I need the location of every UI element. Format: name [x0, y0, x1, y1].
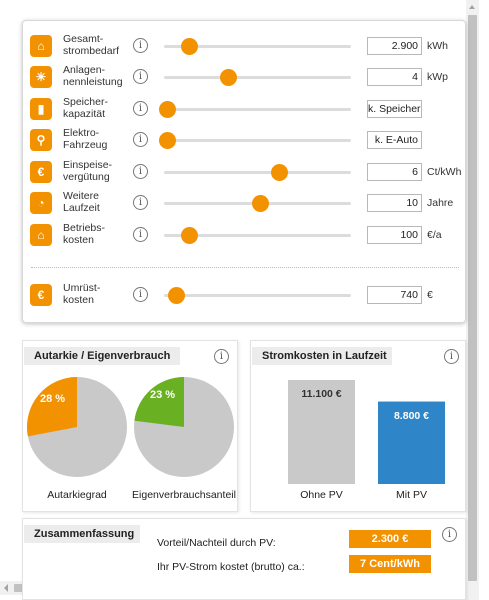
anlagennennleistung-unit: kWp: [427, 71, 448, 83]
elektrofahrzeug-info-icon[interactable]: i: [133, 132, 148, 147]
betriebskosten-slider[interactable]: [164, 227, 351, 244]
betriebskosten-slider-handle[interactable]: [180, 227, 198, 244]
elektrofahrzeug-input[interactable]: k. E-Auto: [367, 131, 422, 149]
euro-icon: €: [30, 284, 52, 306]
row-elektrofahrzeug: ⚲ Elektro- Fahrzeug i k. E-Auto: [23, 127, 467, 157]
autarkie-card: Autarkie / Eigenverbrauch i 28 % 23 % Au…: [22, 340, 238, 512]
einspeiseverguetung-label: Einspeise-vergütung: [63, 159, 113, 183]
row-anlagennennleistung: ☀ Anlagen-nennleistung i 4 kWp: [23, 64, 467, 94]
betriebskosten-label: Betriebs-kosten: [63, 222, 106, 246]
betriebskosten-info-icon[interactable]: i: [133, 227, 148, 242]
einspeiseverguetung-info-icon[interactable]: i: [133, 164, 148, 179]
input-panel: ⌂ Gesamt-strombedarf i 2.900 kWh ☀ Anlagen-nen…: [22, 20, 466, 323]
elektrofahrzeug-slider[interactable]: [158, 132, 351, 149]
einspeiseverguetung-slider[interactable]: [164, 164, 351, 181]
autarkie-label: Autarkiegrad: [47, 489, 107, 501]
pv-strom-kosten-value: 7 Cent/kWh: [349, 555, 431, 573]
pv-strom-kosten-label: Ihr PV-Strom kostet (brutto) ca.:: [157, 561, 305, 573]
eigenverbrauch-pie: [134, 377, 234, 477]
pie-value-slice: [134, 377, 184, 427]
umruestkosten-label: Umrüst-kosten: [63, 282, 101, 306]
bar-label-ohne-pv: Ohne PV: [300, 489, 343, 501]
speicherkapazitaet-label: Speicher-kapazität: [63, 96, 108, 120]
stromkosten-bar-chart: [288, 380, 445, 484]
bar-value-ohne-pv: 11.100 €: [301, 388, 342, 400]
anlagennennleistung-slider[interactable]: [164, 69, 351, 86]
gesamtstrombedarf-slider[interactable]: [164, 38, 351, 55]
anlagennennleistung-label: Anlagen-nennleistung: [63, 64, 123, 88]
elektrofahrzeug-slider-handle[interactable]: [158, 132, 176, 149]
zusammenfassung-card: Zusammenfassung i Vorteil/Nachteil durch…: [22, 518, 466, 600]
betriebskosten-input[interactable]: 100: [367, 226, 422, 244]
einspeiseverguetung-slider-handle[interactable]: [270, 164, 288, 181]
row-einspeiseverguetung: € Einspeise-vergütung i 6 Ct/kWh: [23, 159, 467, 189]
zusammenfassung-title: Zusammenfassung: [24, 525, 140, 543]
stromkosten-info-icon[interactable]: i: [444, 349, 459, 364]
battery-icon: ▮: [30, 98, 52, 120]
anlagennennleistung-input[interactable]: 4: [367, 68, 422, 86]
scroll-up-arrow-icon[interactable]: [466, 0, 479, 14]
pie-value-slice: [26, 377, 77, 437]
anlagennennleistung-slider-handle[interactable]: [220, 69, 238, 86]
autarkie-pie: [26, 377, 127, 477]
vertical-scroll-thumb[interactable]: [468, 15, 477, 581]
row-speicherkapazitaet: ▮ Speicher-kapazität i k. Speicher: [23, 96, 467, 126]
bar-mit-pv: [378, 401, 445, 484]
bar-label-mit-pv: Mit PV: [396, 489, 427, 501]
betriebskosten-unit: €/a: [427, 229, 442, 241]
zusammenfassung-info-icon[interactable]: i: [442, 527, 457, 542]
electric-car-icon: ⚲: [30, 129, 52, 151]
elektrofahrzeug-label: Elektro- Fahrzeug: [63, 127, 108, 151]
einspeiseverguetung-input[interactable]: 6: [367, 163, 422, 181]
speicherkapazitaet-slider-handle[interactable]: [158, 101, 176, 118]
scroll-left-arrow-icon[interactable]: [4, 584, 8, 592]
laufzeit-unit: Jahre: [427, 197, 454, 209]
row-laufzeit: ◔ Weitere Laufzeit i 10 Jahre: [23, 190, 467, 220]
anlagennennleistung-info-icon[interactable]: i: [133, 69, 148, 84]
gesamtstrombedarf-unit: kWh: [427, 40, 448, 52]
house-icon: ⌂: [30, 35, 52, 57]
laufzeit-info-icon[interactable]: i: [133, 195, 148, 210]
laufzeit-label: Weitere Laufzeit: [63, 190, 100, 214]
eigenverbrauch-label: Eigenverbrauchsanteil: [132, 489, 236, 501]
einspeiseverguetung-unit: Ct/kWh: [427, 166, 462, 178]
gesamtstrombedarf-slider-handle[interactable]: [180, 38, 198, 55]
autarkie-title: Autarkie / Eigenverbrauch: [24, 347, 180, 365]
divider: [31, 267, 459, 268]
gesamtstrombedarf-info-icon[interactable]: i: [133, 38, 148, 53]
row-umruestkosten: € Umrüst-kosten i 740 €: [23, 282, 467, 312]
umruestkosten-slider-handle[interactable]: [167, 287, 185, 304]
stromkosten-title: Stromkosten in Laufzeit: [252, 347, 392, 365]
row-betriebskosten: ⌂ Betriebs-kosten i 100 €/a: [23, 222, 467, 252]
umruestkosten-info-icon[interactable]: i: [133, 287, 148, 302]
euro-icon: €: [30, 161, 52, 183]
vorteil-label: Vorteil/Nachteil durch PV:: [157, 537, 276, 549]
bar-value-mit-pv: 8.800 €: [393, 409, 430, 422]
umruestkosten-input[interactable]: 740: [367, 286, 422, 304]
autarkie-percent-label: 28 %: [40, 393, 66, 405]
house-cost-icon: ⌂: [30, 224, 52, 246]
bar-ohne-pv: [288, 380, 355, 484]
row-gesamtstrombedarf: ⌂ Gesamt-strombedarf i 2.900 kWh: [23, 33, 467, 63]
autarkie-info-icon[interactable]: i: [214, 349, 229, 364]
gesamtstrombedarf-label: Gesamt-strombedarf: [63, 33, 120, 57]
laufzeit-slider-handle[interactable]: [252, 195, 269, 212]
autarkie-pie-charts: [26, 377, 234, 477]
stromkosten-card: Stromkosten in Laufzeit i 11.100 € 8.800…: [250, 340, 466, 512]
umruestkosten-unit: €: [427, 289, 433, 301]
clock-euro-icon: ◔: [30, 192, 52, 214]
speicherkapazitaet-info-icon[interactable]: i: [133, 101, 148, 116]
eigenverbrauch-percent-label: 23 %: [150, 389, 176, 401]
umruestkosten-slider[interactable]: [164, 287, 351, 304]
solar-panel-icon: ☀: [30, 66, 52, 88]
speicherkapazitaet-input[interactable]: k. Speicher: [367, 100, 422, 118]
speicherkapazitaet-slider[interactable]: [158, 101, 351, 118]
laufzeit-slider[interactable]: [164, 195, 351, 212]
gesamtstrombedarf-input[interactable]: 2.900: [367, 37, 422, 55]
laufzeit-input[interactable]: 10: [367, 194, 422, 212]
vorteil-value: 2.300 €: [349, 530, 431, 548]
